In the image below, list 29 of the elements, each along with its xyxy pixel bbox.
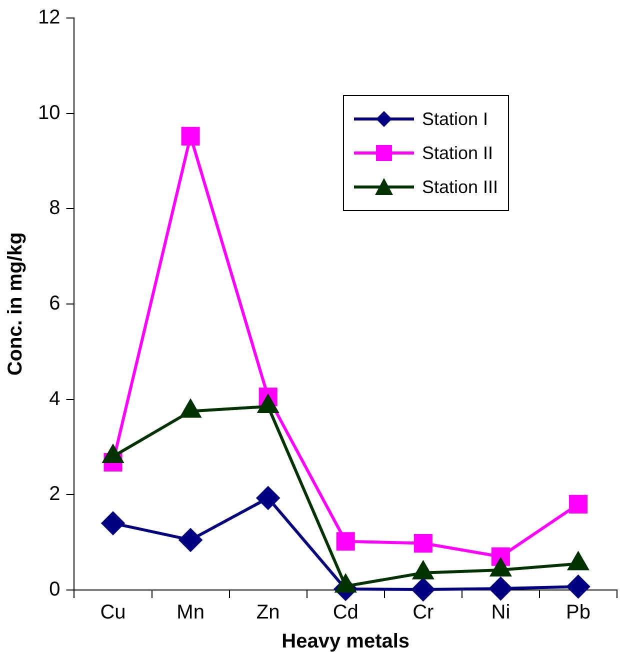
x-tick-label: Zn (256, 602, 280, 624)
x-tick-label: Cd (332, 602, 358, 624)
point (179, 528, 202, 552)
x-tick-label: Ni (491, 602, 510, 624)
point (414, 534, 432, 553)
point (568, 494, 588, 514)
y-tick-label: 2 (49, 483, 60, 506)
legend-label: Station II (422, 142, 494, 164)
point (336, 532, 355, 551)
x-tick-label: Cr (412, 602, 434, 624)
point (566, 575, 590, 598)
y-tick-label: 10 (38, 102, 60, 124)
point (489, 577, 512, 600)
point (102, 512, 125, 535)
point (256, 486, 280, 510)
legend-label: Station I (422, 108, 488, 130)
x-tick-label: Cu (100, 602, 126, 624)
y-tick-label: 0 (49, 578, 60, 601)
y-axis-title: Conc. in mg/kg (4, 232, 27, 376)
point (181, 126, 200, 146)
x-tick-label: Pb (566, 602, 590, 624)
x-tick-label: Mn (176, 602, 204, 624)
y-tick-label: 4 (49, 388, 60, 410)
y-tick-label: 6 (49, 292, 60, 315)
y-tick-label: 8 (49, 197, 60, 220)
y-tick-label: 12 (38, 6, 60, 29)
legend-label: Station III (422, 176, 498, 198)
x-axis-title: Heavy metals (282, 630, 410, 653)
point (412, 578, 435, 602)
